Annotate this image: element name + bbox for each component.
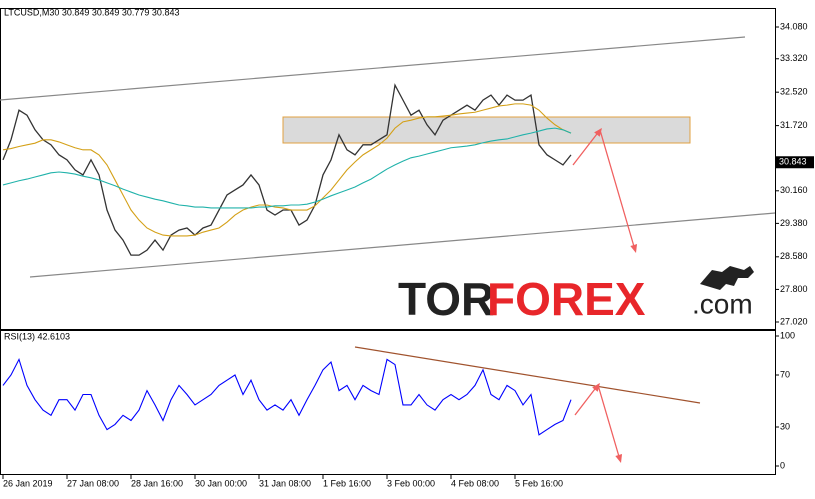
price-line — [2, 103, 572, 237]
watermark: TOR FOREX .com — [398, 266, 754, 325]
arrow-head — [630, 244, 638, 253]
watermark-tor: TOR — [398, 273, 494, 325]
current-price-label: 30.843 — [779, 157, 807, 167]
y-tick-label: 34.080 — [780, 21, 808, 31]
chart-title: LTCUSD,M30 30.849 30.849 30.779 30.843 — [4, 7, 179, 17]
price-panel — [0, 8, 776, 330]
rsi-trendline — [354, 346, 701, 404]
watermark-forex: FOREX — [487, 273, 646, 325]
x-tick-label: 5 Feb 16:00 — [515, 478, 563, 488]
price-line — [2, 127, 572, 209]
price-line — [2, 83, 572, 256]
y2-tick-label: 0 — [780, 460, 785, 470]
y2-tick-label: 30 — [780, 421, 790, 431]
y-tick-label: 27.020 — [780, 316, 808, 326]
x-tick-label: 26 Jan 2019 — [3, 478, 53, 488]
x-tick-label: 1 Feb 16:00 — [323, 478, 371, 488]
rsi-line — [2, 357, 572, 436]
y-tick-label: 27.800 — [780, 284, 808, 294]
watermark-com: .com — [692, 288, 753, 319]
y-tick-label: 28.580 — [780, 251, 808, 261]
bull-icon — [700, 266, 754, 290]
y-tick-label: 31.720 — [780, 120, 808, 130]
rsi-panel — [0, 330, 776, 475]
arrow-head — [592, 383, 600, 392]
channel-upper — [0, 36, 746, 101]
y2-tick-label: 100 — [780, 330, 795, 340]
y-tick-label: 32.520 — [780, 87, 808, 97]
channel-lower — [29, 212, 776, 278]
x-tick-label: 27 Jan 08:00 — [67, 478, 119, 488]
x-tick-label: 4 Feb 08:00 — [451, 478, 499, 488]
y-tick-label: 30.160 — [780, 185, 808, 195]
y2-tick-label: 70 — [780, 369, 790, 379]
rsi-title: RSI(13) 42.6103 — [4, 331, 70, 341]
y-tick-label: 33.320 — [780, 53, 808, 63]
current-price-box — [776, 156, 814, 169]
x-tick-label: 28 Jan 16:00 — [131, 478, 183, 488]
resistance-zone — [282, 116, 691, 144]
x-tick-label: 3 Feb 00:00 — [387, 478, 435, 488]
x-tick-label: 30 Jan 00:00 — [195, 478, 247, 488]
y-tick-label: 29.380 — [780, 218, 808, 228]
arrow-head — [615, 454, 623, 463]
x-tick-label: 31 Jan 08:00 — [259, 478, 311, 488]
arrow-head — [594, 128, 602, 137]
